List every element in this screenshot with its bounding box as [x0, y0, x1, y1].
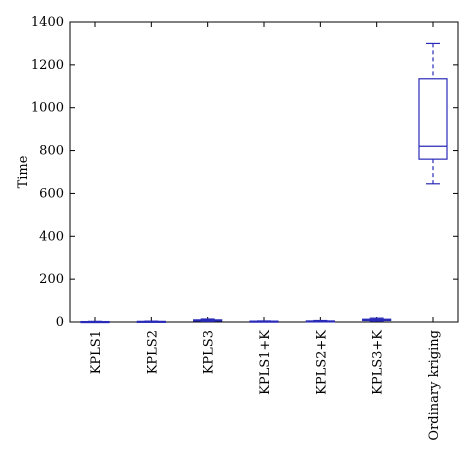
y-tick-label: 400 — [39, 229, 64, 244]
x-tick-label: KPLS3 — [202, 330, 217, 374]
box-7 — [418, 42, 448, 185]
y-tick-label: 800 — [39, 144, 64, 159]
x-tick-label: KPLS2+K — [314, 330, 329, 395]
box-6 — [362, 317, 392, 322]
box-body — [418, 78, 448, 160]
y-tick-label: 1400 — [31, 15, 64, 30]
box-2 — [136, 320, 166, 323]
x-tick-label: KPLS1 — [89, 330, 104, 374]
box-3 — [193, 318, 223, 322]
y-tick-label: 1000 — [31, 101, 64, 116]
y-tick-label: 1200 — [31, 58, 64, 73]
y-tick-label: 600 — [39, 186, 64, 201]
box-5 — [305, 319, 335, 323]
y-axis: 0 200 400 600 800 1000 1200 1400 — [31, 15, 458, 330]
x-tick-label: KPLS1+K — [258, 330, 273, 395]
x-tick-label: KPLS3+K — [371, 330, 386, 395]
x-axis: KPLS1 KPLS2 KPLS3 KPLS1+K KPLS2+K KPLS3+K Ordi… — [89, 22, 442, 441]
x-tick-label: KPLS2 — [145, 330, 160, 374]
y-tick-label: 200 — [39, 272, 64, 287]
box-1 — [80, 320, 110, 324]
box-4 — [249, 320, 279, 323]
boxes-layer — [80, 42, 448, 324]
y-tick-label: 0 — [56, 315, 64, 330]
y-axis-title: Time — [16, 155, 31, 188]
x-tick-label: Ordinary kriging — [427, 330, 442, 441]
plot-frame — [69, 21, 459, 323]
